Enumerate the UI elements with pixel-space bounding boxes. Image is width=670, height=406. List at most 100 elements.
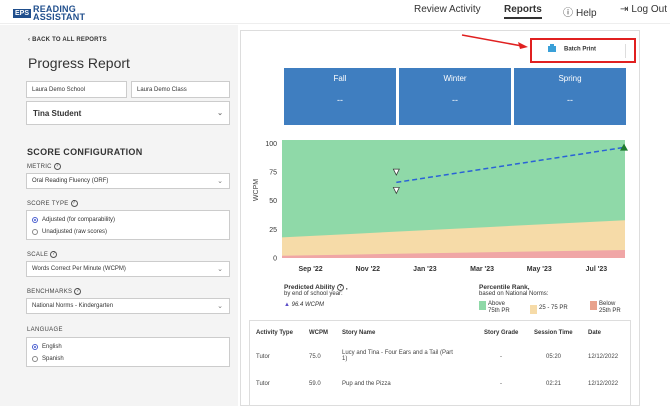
column-header[interactable]: Activity Type — [256, 330, 293, 336]
metric-label: METRIC? — [27, 163, 61, 170]
language-option-spanish[interactable]: Spanish — [27, 353, 229, 365]
chevron-left-icon: ‹ — [28, 37, 33, 43]
story-name-line-1: Lucy and Tina - Four Ears and a Tail (Pa… — [342, 350, 453, 356]
column-header[interactable]: Story Name — [342, 330, 376, 336]
question-icon[interactable]: ? — [70, 200, 78, 207]
cell-activity-type: Tutor — [256, 381, 270, 387]
predicted-ability-subtitle: by end of school year: — [284, 291, 343, 298]
y-tick-label: 100 — [265, 141, 277, 148]
band-key-text: Below 25th PR — [599, 301, 621, 315]
column-header[interactable]: Session Time — [534, 330, 573, 336]
band-key-line-1: 25 - 75 PR — [539, 305, 568, 311]
scale-select[interactable]: Words Correct Per Minute (WCPM) ⌄ — [26, 261, 230, 277]
scale-label: SCALE? — [27, 251, 58, 258]
benchmarks-label: BENCHMARKS? — [27, 288, 82, 295]
column-header[interactable]: WCPM — [309, 330, 328, 336]
batch-print-content: Batch Print — [548, 44, 596, 53]
story-name-line-2: 1) — [342, 356, 348, 362]
season-value: -- — [452, 95, 458, 105]
season-card-winter[interactable]: Winter -- — [399, 68, 511, 125]
language-radio-group: English Spanish — [26, 337, 230, 367]
score-type-option-unadjusted[interactable]: Unadjusted (raw scores) — [27, 226, 229, 238]
chart-marks — [392, 143, 628, 195]
cell-story-grade: - — [500, 354, 502, 360]
column-header[interactable]: Date — [588, 330, 602, 336]
cell-session-time: 05:20 — [546, 354, 562, 360]
cell-date: 12/12/2022 — [588, 354, 619, 360]
y-tick-label: 25 — [269, 227, 277, 234]
predicted-ability-comma: , — [345, 284, 348, 292]
language-spanish-label: Spanish — [42, 356, 64, 362]
nav-reports[interactable]: Reports — [504, 4, 542, 19]
triangle-icon: ▲ — [284, 302, 290, 309]
cell-story-name: Lucy and Tina - Four Ears and a Tail (Pa… — [342, 350, 482, 362]
annotation-arrow-head — [518, 42, 528, 49]
progress-chart: WCPM 0 25 50 75 100 Sep '22 Nov '22 Jan '23 Mar… — [253, 140, 628, 273]
metric-select-value: Oral Reading Fluency (ORF) — [32, 178, 109, 184]
metric-label-text: METRIC — [27, 164, 52, 171]
season-value: -- — [337, 95, 343, 105]
cell-story-name: Pup and the Pizza — [342, 381, 391, 387]
score-type-radio-group: Adjusted (for comparability) Unadjusted … — [26, 210, 230, 240]
nav-help[interactable]: ⓘ Help — [563, 4, 597, 19]
chevron-down-icon: ⌄ — [217, 303, 223, 310]
nav-log-out[interactable]: ⇥ Log Out — [620, 4, 667, 15]
score-type-adjusted-label: Adjusted (for comparability) — [42, 217, 116, 223]
season-name: Fall — [333, 74, 347, 83]
student-select[interactable]: Tina Student ⌄ — [26, 101, 230, 125]
nav-review-activity[interactable]: Review Activity — [414, 4, 481, 15]
school-field[interactable]: Laura Demo School — [26, 81, 127, 98]
question-icon[interactable]: ? — [337, 284, 345, 291]
cell-story-grade: - — [500, 381, 502, 387]
language-label: LANGUAGE — [27, 327, 63, 333]
x-tick-label: Nov '22 — [355, 266, 380, 273]
batch-print-button[interactable]: Batch Print — [530, 38, 636, 63]
band-key-line-2: 75th PR — [488, 308, 510, 314]
trend-line — [396, 146, 624, 184]
band-swatch — [530, 305, 537, 314]
annotation-arrow-line — [461, 34, 523, 47]
band-swatch — [479, 301, 486, 310]
scale-select-value: Words Correct Per Minute (WCPM) — [32, 266, 126, 272]
percentile-rank-subtitle: based on National Norms: — [479, 291, 549, 297]
back-to-all-reports-link[interactable]: ‹ BACK TO ALL REPORTS — [28, 37, 107, 43]
x-tick-label: Mar '23 — [470, 266, 494, 273]
column-header[interactable]: Story Grade — [484, 330, 519, 336]
season-name: Spring — [558, 74, 582, 83]
app-logo[interactable]: EPS READING ASSISTANT — [13, 5, 86, 22]
y-tick-label: 75 — [269, 170, 277, 177]
language-option-english[interactable]: English — [27, 341, 229, 353]
score-type-label: SCORE TYPE? — [27, 200, 78, 207]
band-key-above: Above 75th PR — [479, 301, 510, 315]
chevron-down-icon: ⌄ — [217, 110, 223, 117]
radio-unselected[interactable] — [32, 229, 38, 235]
question-icon[interactable]: ? — [50, 251, 58, 258]
benchmarks-select[interactable]: National Norms - Kindergarten ⌄ — [26, 298, 230, 314]
metric-select[interactable]: Oral Reading Fluency (ORF) ⌄ — [26, 173, 230, 189]
class-field[interactable]: Laura Demo Class — [131, 81, 230, 98]
predicted-ability-marker — [620, 143, 628, 151]
radio-unselected[interactable] — [32, 356, 38, 362]
band-key-mid: 25 - 75 PR — [530, 305, 568, 314]
benchmarks-select-value: National Norms - Kindergarten — [32, 303, 114, 309]
score-type-option-adjusted[interactable]: Adjusted (for comparability) — [27, 214, 229, 226]
question-icon[interactable]: ? — [74, 288, 82, 295]
predicted-ability-title-text: Predicted Ability — [284, 284, 336, 292]
observed-score-point — [392, 168, 400, 176]
season-card-spring[interactable]: Spring -- — [514, 68, 626, 125]
x-tick-label: May '23 — [527, 266, 552, 273]
radio-selected[interactable] — [32, 217, 38, 223]
activity-table: Activity Type WCPM Story Name Story Grad… — [249, 320, 631, 406]
season-card-fall[interactable]: Fall -- — [284, 68, 396, 125]
radio-selected[interactable] — [32, 344, 38, 350]
logo-line-2: ASSISTANT — [33, 12, 86, 22]
printer-icon — [548, 44, 556, 52]
y-tick-label: 0 — [273, 256, 277, 263]
predicted-ability-legend: Predicted Ability? , by end of school ye… — [284, 284, 348, 308]
season-value: -- — [567, 95, 573, 105]
question-icon[interactable]: ? — [53, 163, 61, 170]
student-select-value: Tina Student — [33, 109, 82, 118]
percentile-rank-title: Percentile Rank, — [479, 284, 530, 291]
predicted-ability-title: Predicted Ability? , — [284, 284, 348, 291]
help-icon: ⓘ — [563, 8, 573, 19]
